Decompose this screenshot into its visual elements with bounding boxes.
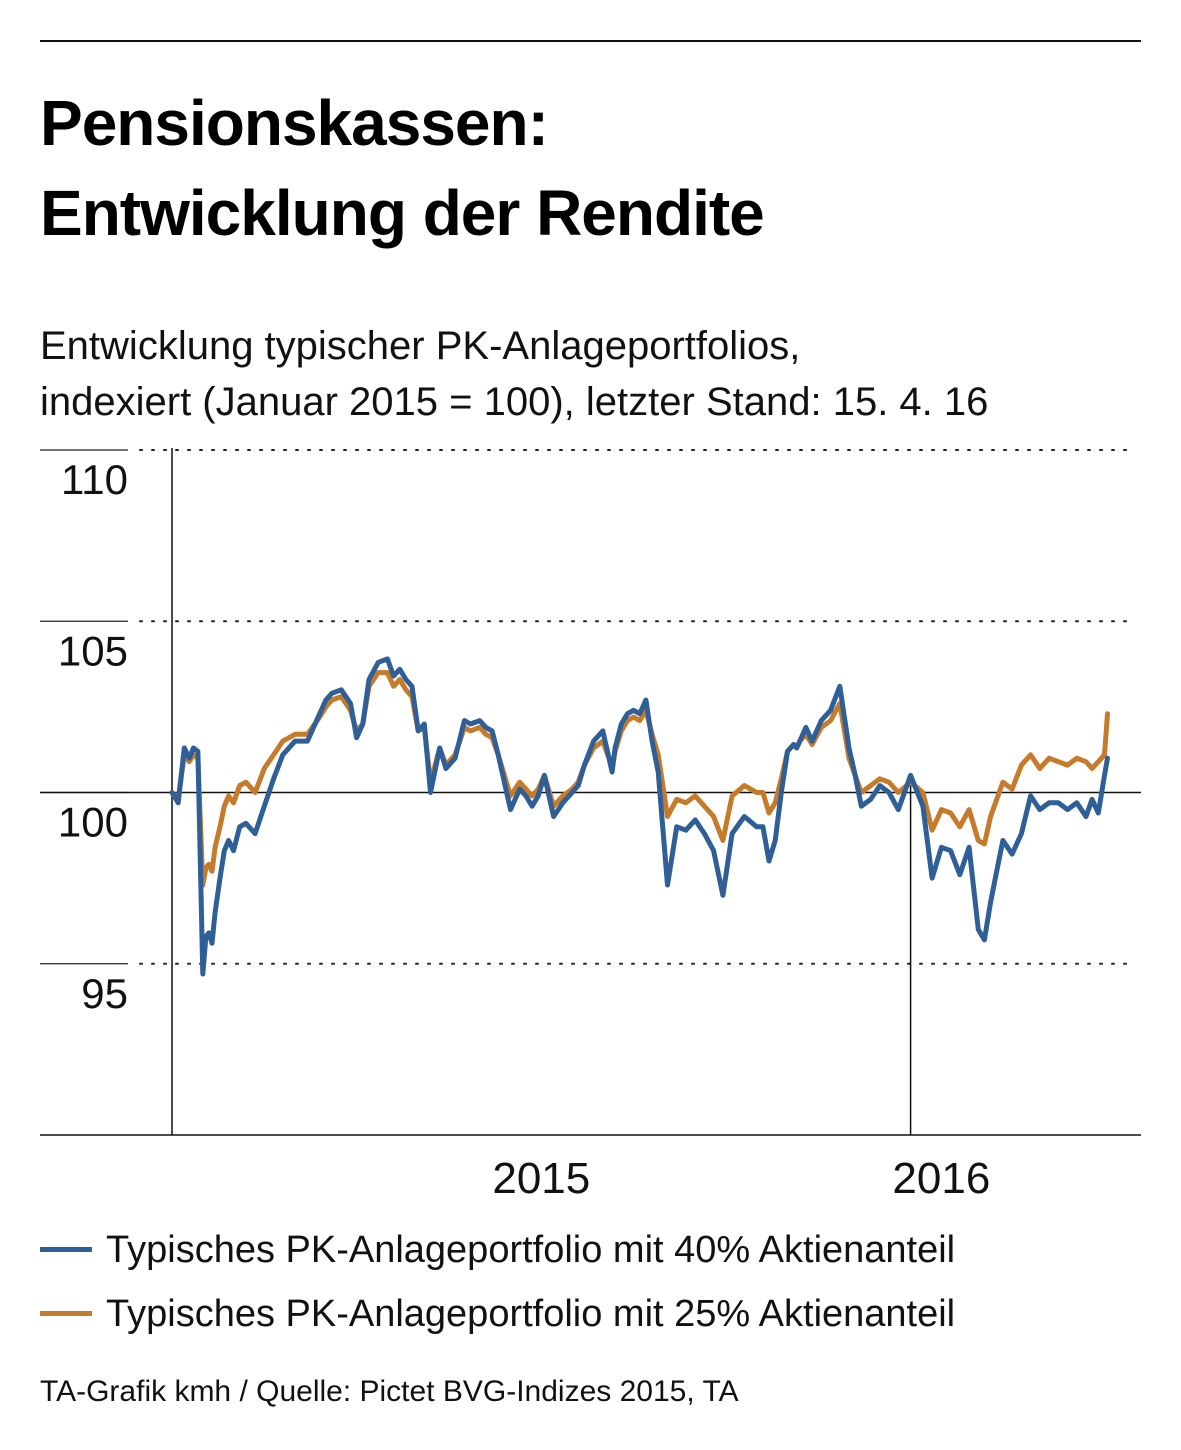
y-tick-label-105: 105 bbox=[58, 627, 128, 674]
x-tick-label-2016: 2016 bbox=[892, 1154, 990, 1200]
legend-swatch-25 bbox=[40, 1311, 92, 1316]
top-rule bbox=[40, 40, 1141, 42]
legend-label-25: Typisches PK-Anlageportfolio mit 25% Akt… bbox=[106, 1293, 956, 1335]
chart-title-line-1: Pensionskassen: bbox=[40, 87, 549, 159]
chart-subtitle: Entwicklung typischer PK-Anlageportfolio… bbox=[40, 318, 1150, 430]
series-layer bbox=[169, 656, 1110, 977]
legend: Typisches PK-Anlageportfolio mit 40% Akt… bbox=[40, 1222, 1160, 1350]
line-chart: 95 100 105 110 2015 2016 bbox=[40, 448, 1141, 1200]
series-line-40 bbox=[169, 656, 1110, 977]
label-layer: 95 100 105 110 2015 2016 bbox=[58, 456, 990, 1200]
legend-swatch-40 bbox=[40, 1247, 92, 1252]
legend-item-25: Typisches PK-Anlageportfolio mit 25% Akt… bbox=[40, 1286, 1160, 1350]
legend-item-40: Typisches PK-Anlageportfolio mit 40% Akt… bbox=[40, 1222, 1160, 1286]
axis-layer bbox=[40, 448, 1141, 1136]
y-tick-label-100: 100 bbox=[58, 799, 128, 846]
y-tick-label-95: 95 bbox=[81, 970, 128, 1017]
chart-title: Pensionskassen: Entwicklung der Rendite bbox=[40, 78, 1140, 258]
legend-label-40: Typisches PK-Anlageportfolio mit 40% Akt… bbox=[106, 1229, 956, 1271]
x-tick-label-2015: 2015 bbox=[492, 1154, 590, 1200]
y-tick-label-110: 110 bbox=[61, 456, 128, 503]
chart-subtitle-line-2: indexiert (Januar 2015 = 100), letzter S… bbox=[40, 380, 989, 424]
chart-title-line-2: Entwicklung der Rendite bbox=[40, 177, 765, 249]
chart-subtitle-line-1: Entwicklung typischer PK-Anlageportfolio… bbox=[40, 324, 801, 368]
source-note: TA-Grafik kmh / Quelle: Pictet BVG-Indiz… bbox=[40, 1375, 739, 1408]
